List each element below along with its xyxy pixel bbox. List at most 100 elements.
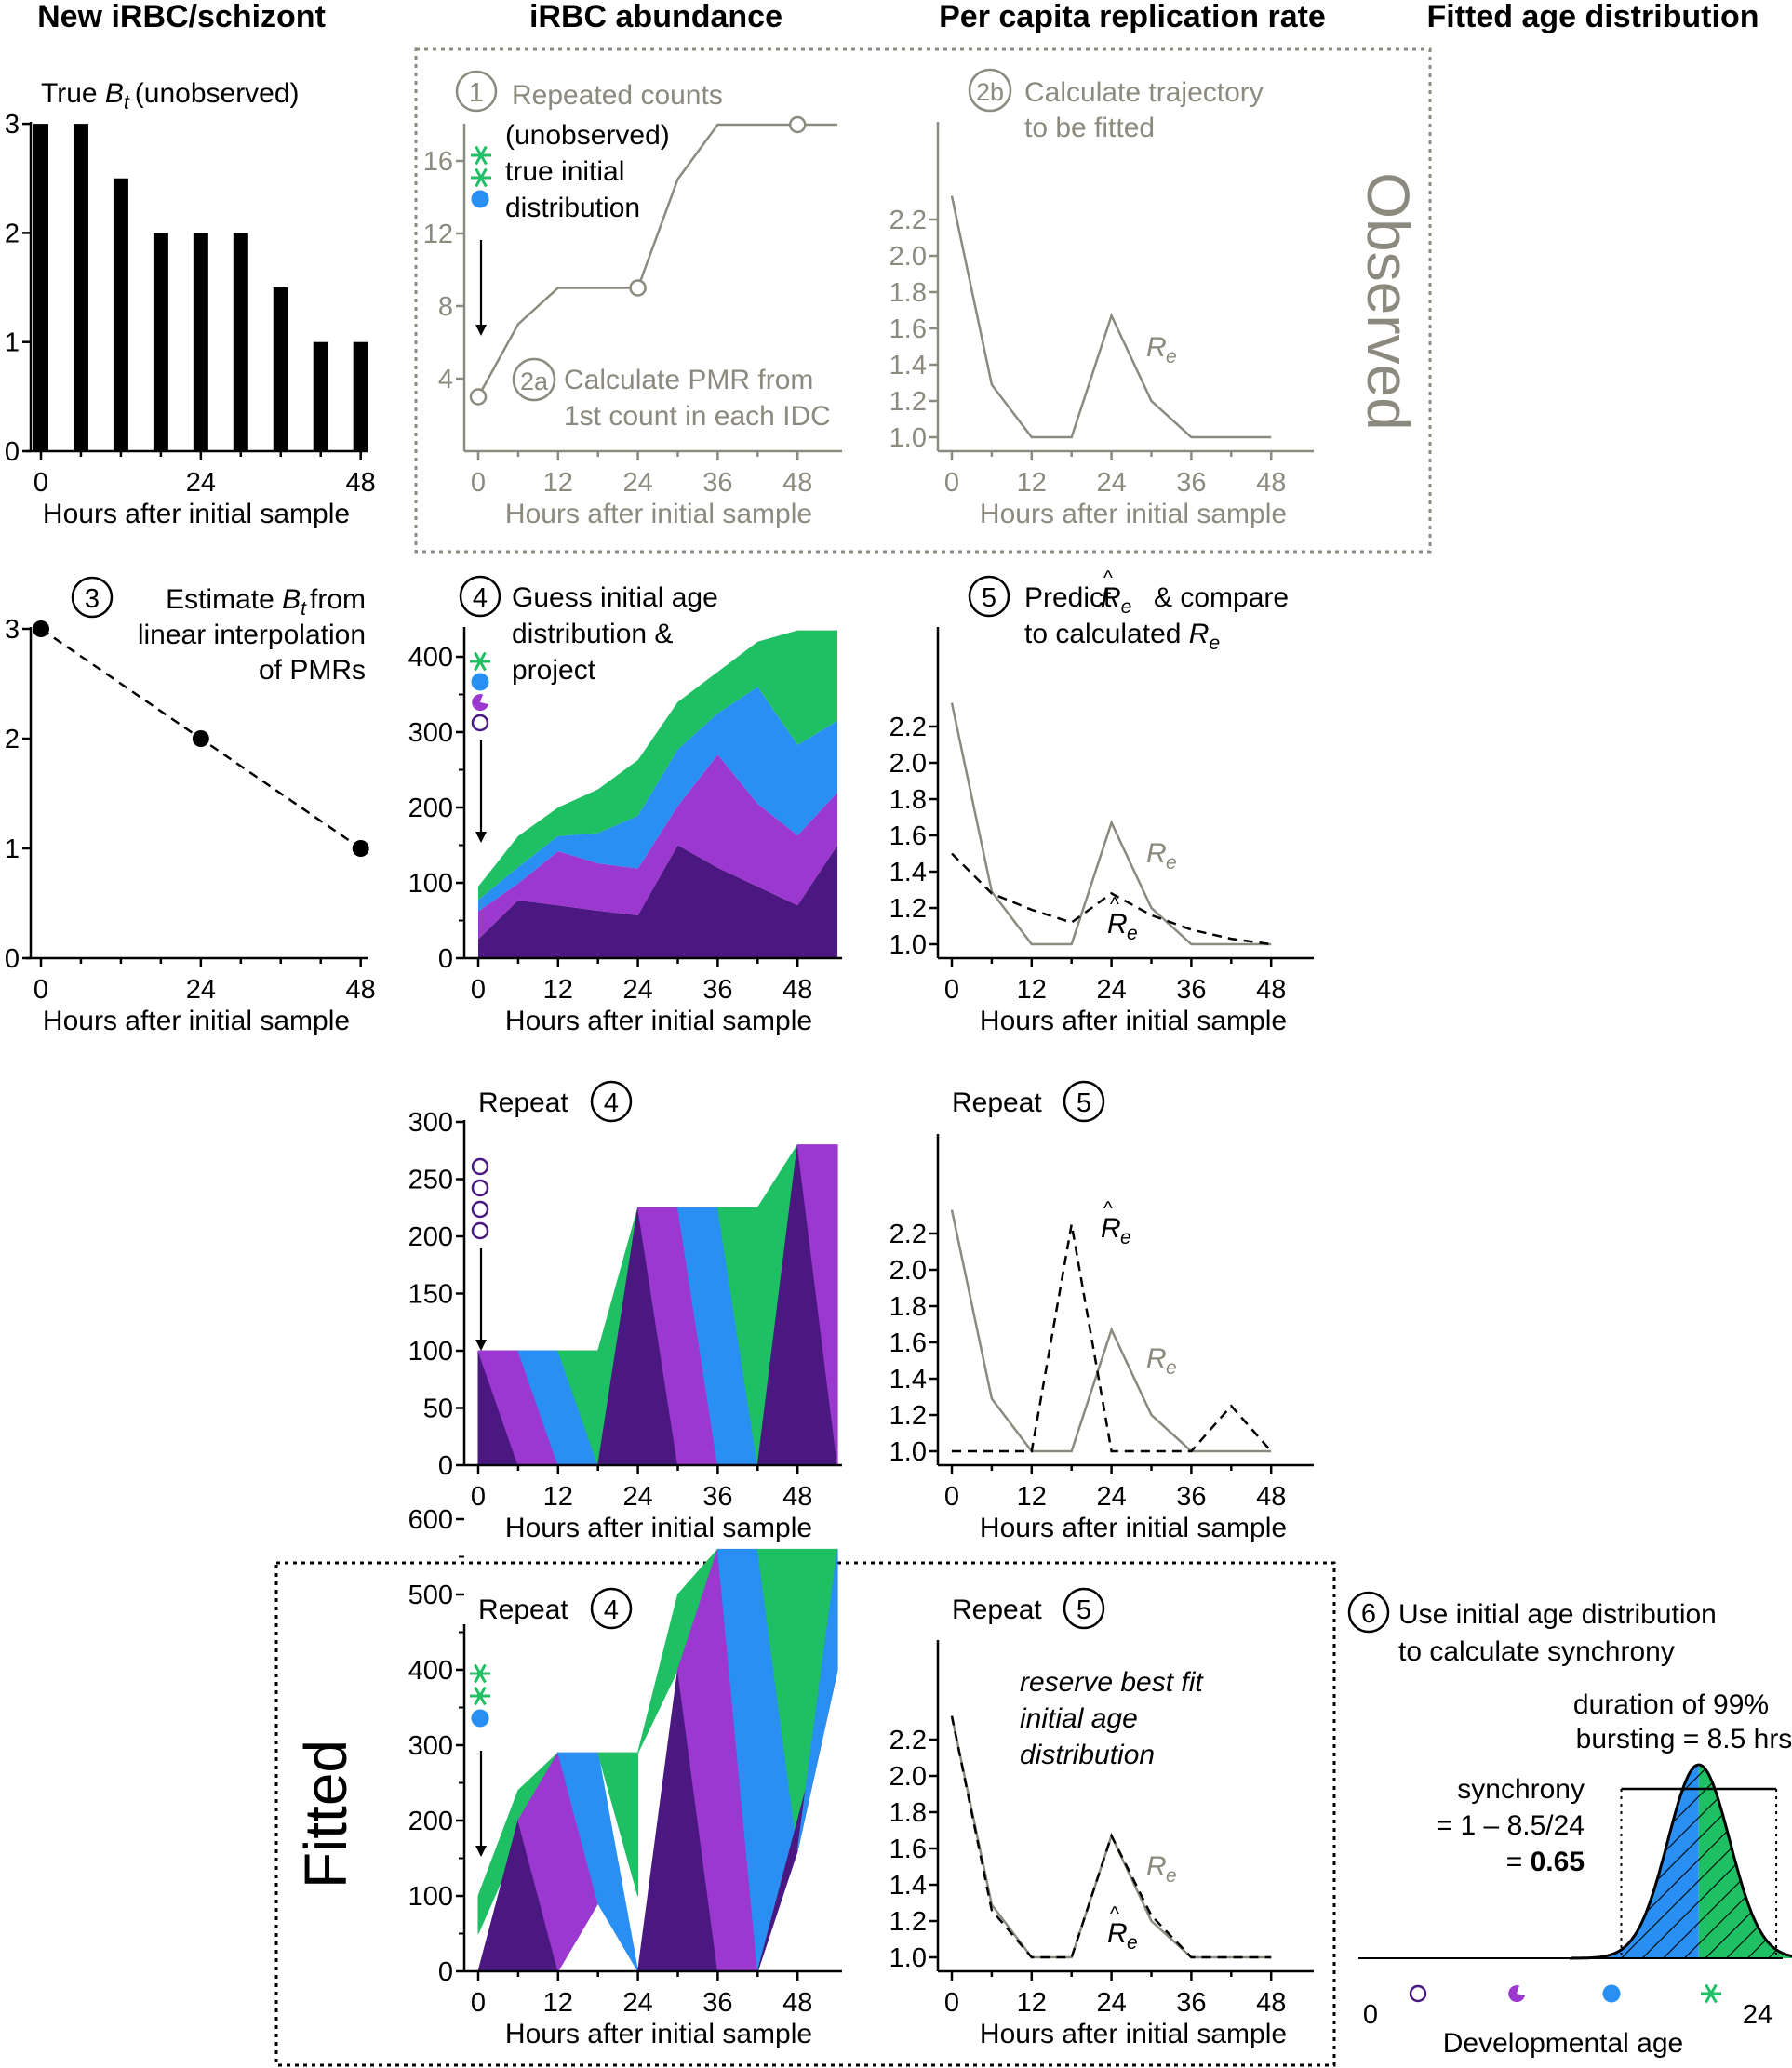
column-header-replication: Per capita replication rate <box>939 0 1326 34</box>
area-poly <box>796 1549 838 1851</box>
duration-text-1: duration of 99% <box>1573 1689 1769 1720</box>
y-tick-label: 100 <box>408 869 453 899</box>
x-tick-label: 36 <box>1176 975 1206 1005</box>
svg-text:Repeat: Repeat <box>478 1594 568 1625</box>
x-tick-label: 0 <box>471 468 486 498</box>
y-tick-label: 4 <box>438 365 453 394</box>
column-header-abundance: iRBC abundance <box>529 0 782 34</box>
x-tick-label: 48 <box>346 975 376 1005</box>
fitted-repeat-4-badge <box>590 1587 633 1630</box>
y-tick-label: 150 <box>408 1280 453 1310</box>
x-tick-label: 12 <box>543 1482 573 1512</box>
y-tick-label: 1.4 <box>889 351 927 380</box>
y-tick-label: 200 <box>408 794 453 823</box>
y-tick-label: 1.6 <box>889 821 927 851</box>
re-label-sub: e <box>1120 1227 1131 1248</box>
bar <box>33 124 48 451</box>
bar <box>153 233 168 451</box>
y-tick-label: 300 <box>408 1731 453 1761</box>
svg-text:reserve best fit: reserve best fit <box>1020 1667 1204 1698</box>
y-tick-label: 1.2 <box>889 1401 927 1431</box>
dev-age-label: Developmental age <box>1443 2028 1684 2059</box>
x-tick-label: 36 <box>1176 1988 1206 2018</box>
synchrony-text-2: = 1 – 8.5/24 <box>1437 1810 1585 1841</box>
step-1-text: Repeated counts <box>512 80 723 111</box>
step-4-text-1: Guess initial age <box>512 582 718 613</box>
down-arrow-head <box>475 325 487 336</box>
y-tick-label: 400 <box>408 643 453 673</box>
y-tick-label: 1.2 <box>889 894 927 924</box>
x-tick-label: 48 <box>782 975 812 1005</box>
x-tick-label: 0 <box>471 1988 486 2018</box>
re-label-sub: e <box>1166 852 1177 874</box>
x-tick-label: 12 <box>543 975 573 1005</box>
svg-text:Predict: Predict <box>1024 582 1112 613</box>
star-stroke <box>474 1663 487 1684</box>
svg-text:4: 4 <box>473 583 488 613</box>
x-tick-label: 24 <box>622 1988 652 2018</box>
chart-age-distribution: duration of 99% bursting = 8.5 hrs synchro… <box>1358 1689 1792 2059</box>
svg-text:& compare: & compare <box>1154 582 1289 613</box>
step-1b-text-1: (unobserved) <box>505 120 670 151</box>
re-hat: ^ <box>1110 894 1119 915</box>
svg-text:^: ^ <box>1103 567 1113 589</box>
x-tick-label: 12 <box>543 1988 573 2018</box>
x-tick-label: 12 <box>1017 468 1047 498</box>
down-arrow-head <box>475 1846 487 1857</box>
filled-dot-icon <box>471 1709 489 1728</box>
x-tick-label: 12 <box>543 468 573 498</box>
bar <box>313 341 328 451</box>
svg-text:6: 6 <box>1361 1599 1376 1629</box>
x-tick-label: 48 <box>782 468 812 498</box>
bar <box>73 124 88 451</box>
interp-point <box>192 730 209 747</box>
x-tick-label: 0 <box>944 1482 959 1512</box>
fitted-repeat-5-badge <box>1063 1587 1105 1630</box>
step-1-badge <box>455 70 498 113</box>
duration-text-2: bursting = 8.5 hrs <box>1576 1724 1792 1754</box>
column-header-age-distribution: Fitted age distribution <box>1427 0 1759 34</box>
x-tick-label: 36 <box>702 1482 732 1512</box>
svg-text:4: 4 <box>604 1088 619 1118</box>
re-hat-line <box>951 852 1272 946</box>
stack-area <box>478 845 838 958</box>
x-tick-label: 48 <box>1256 468 1286 498</box>
star-icon <box>1701 1983 1721 2004</box>
x-axis-title: Hours after initial sample <box>505 499 812 529</box>
x-tick-label: 24 <box>1096 975 1126 1005</box>
y-tick-label: 1.6 <box>889 1328 927 1358</box>
svg-text:4: 4 <box>604 1595 619 1625</box>
y-tick-label: 2.2 <box>889 1220 927 1249</box>
open-circle-icon <box>471 1157 489 1176</box>
re-label: R <box>1107 909 1128 940</box>
y-tick-label: 1.0 <box>889 1437 927 1467</box>
repeat-5-annotation: Repeat 5 <box>952 1080 1105 1123</box>
step-2b-text-2: to be fitted <box>1024 113 1155 143</box>
synchrony-text-1: synchrony <box>1457 1774 1585 1805</box>
step-2b-badge <box>968 68 1012 113</box>
y-tick-label: 500 <box>408 1581 453 1610</box>
reserve-annotation: reserve best fit initial age distributio… <box>1020 1667 1204 1770</box>
svg-text:2a: 2a <box>520 367 549 395</box>
x-tick-label: 36 <box>1176 468 1206 498</box>
stack-area <box>478 630 838 901</box>
y-tick-label: 16 <box>423 147 453 177</box>
y-tick-label: 0 <box>5 437 20 467</box>
step-3-badge <box>71 576 114 619</box>
x-tick-label: 48 <box>1256 975 1286 1005</box>
x-tick-label: 24 <box>1096 1988 1126 2018</box>
filled-dot-icon <box>471 190 489 208</box>
x-axis-title: Hours after initial sample <box>980 1513 1287 1543</box>
y-tick-label: 400 <box>408 1656 453 1686</box>
y-tick-label: 600 <box>408 1505 453 1535</box>
y-tick-label: 50 <box>423 1394 453 1424</box>
re-hat: ^ <box>1103 1198 1113 1220</box>
x-tick-label: 24 <box>186 468 216 498</box>
y-tick-label: 1.4 <box>889 1365 927 1394</box>
